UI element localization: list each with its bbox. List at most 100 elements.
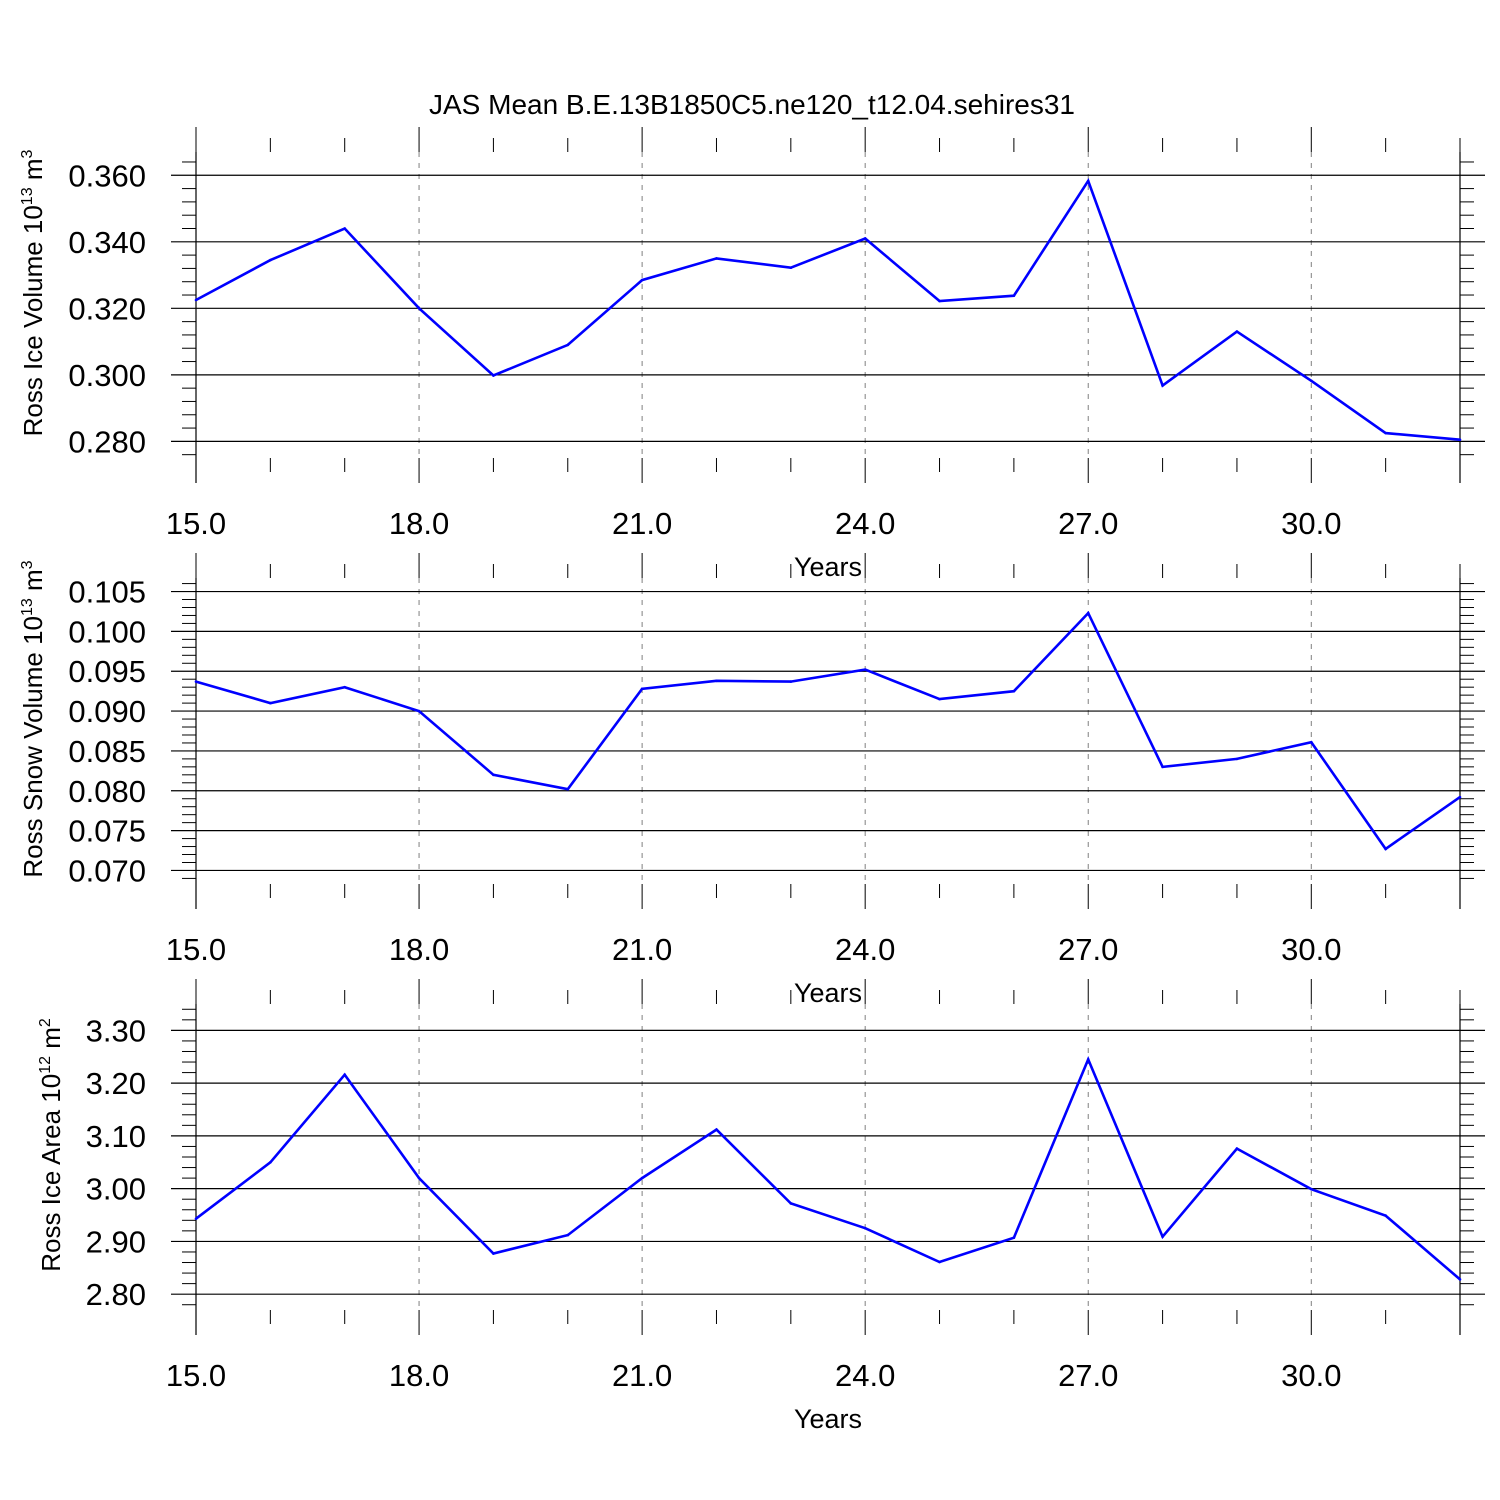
data-point — [343, 685, 347, 689]
data-point — [1012, 294, 1016, 297]
data-point — [194, 680, 198, 683]
data-point — [640, 687, 644, 691]
data-point — [938, 299, 941, 303]
panels: 0.280 0.300 0.320 0.340 0.360 15.0 18.0 21.0 24.… — [18, 127, 1485, 1434]
x-tick-label: 30.0 — [1281, 506, 1341, 541]
x-tick-label: 18.0 — [389, 506, 449, 541]
data-point — [417, 1176, 421, 1180]
x-tick-label: 27.0 — [1058, 1358, 1118, 1393]
data-point — [1309, 1187, 1313, 1191]
x-axis-label: Years — [794, 978, 862, 1008]
x-tick-label: 30.0 — [1281, 1358, 1341, 1393]
data-point — [194, 1217, 198, 1221]
y-axis-label: Ross Snow Volume 1013 m3 — [18, 560, 48, 877]
data-point — [938, 1260, 941, 1264]
x-tick-label: 27.0 — [1058, 932, 1118, 967]
data-point — [1161, 765, 1164, 769]
data-point — [1161, 1235, 1164, 1238]
data-point — [715, 679, 718, 683]
data-point — [863, 237, 867, 240]
y-tick-label: 0.070 — [68, 853, 146, 888]
data-point — [417, 709, 421, 713]
x-tick-label: 15.0 — [166, 506, 226, 541]
data-point — [789, 1202, 793, 1205]
data-point — [566, 787, 570, 791]
x-tick-label: 27.0 — [1058, 506, 1118, 541]
y-tick-label: 0.085 — [68, 734, 146, 769]
y-tick-label: 0.360 — [68, 158, 146, 193]
y-tick-label: 0.090 — [68, 694, 146, 729]
y-axis-label: Ross Ice Volume 1013 m3 — [18, 149, 48, 436]
data-point — [1235, 757, 1239, 761]
chart-panel-3: 2.80 2.90 3.00 3.10 3.20 3.30 15.0 18.0 21.0 24.0… — [36, 979, 1485, 1434]
data-point — [789, 680, 793, 683]
data-point — [1309, 740, 1313, 744]
x-tick-label: 21.0 — [612, 506, 672, 541]
data-point — [789, 266, 793, 270]
y-tick-label: 3.10 — [86, 1119, 146, 1154]
x-tick-label: 21.0 — [612, 932, 672, 967]
data-point — [1384, 431, 1387, 435]
data-point — [492, 773, 495, 777]
data-point — [1086, 611, 1090, 615]
chart-panel-2: 0.070 0.075 0.080 0.085 0.090 0.095 0.100 0.105… — [18, 553, 1485, 1008]
data-point — [269, 258, 272, 262]
y-tick-label: 0.105 — [68, 575, 146, 610]
y-tick-label: 0.075 — [68, 814, 146, 849]
y-axis-label: Ross Ice Area 1012 m2 — [36, 1018, 66, 1272]
x-tick-label: 18.0 — [389, 932, 449, 967]
data-point — [715, 257, 718, 260]
y-tick-label: 0.080 — [68, 774, 146, 809]
data-point — [269, 1160, 272, 1164]
data-point — [1086, 1058, 1090, 1061]
y-tick-label: 0.095 — [68, 654, 146, 689]
data-point — [343, 227, 347, 230]
y-tick-label: 3.00 — [86, 1172, 146, 1207]
x-tick-label: 24.0 — [835, 1358, 895, 1393]
data-point — [1458, 1278, 1462, 1281]
data-point — [269, 701, 272, 705]
x-tick-label: 15.0 — [166, 1358, 226, 1393]
series-line — [195, 177, 1461, 441]
x-tick-label: 15.0 — [166, 932, 226, 967]
data-point — [1458, 795, 1462, 799]
data-point — [640, 1176, 644, 1180]
data-point — [1235, 330, 1239, 333]
x-tick-label: 21.0 — [612, 1358, 672, 1393]
x-tick-label: 30.0 — [1281, 932, 1341, 967]
data-point — [1458, 438, 1462, 442]
y-tick-label: 3.20 — [86, 1066, 146, 1101]
data-point — [1086, 179, 1090, 183]
y-tick-label: 0.280 — [68, 424, 146, 459]
data-point — [1012, 1236, 1016, 1240]
data-point — [1384, 847, 1387, 851]
data-point — [863, 1226, 867, 1230]
y-tick-label: 3.30 — [86, 1013, 146, 1048]
data-point — [1309, 379, 1313, 383]
data-point — [640, 278, 644, 282]
series-line — [195, 610, 1461, 851]
data-point — [566, 343, 570, 347]
x-tick-label: 24.0 — [835, 506, 895, 541]
data-point — [343, 1073, 347, 1076]
x-axis-label: Years — [794, 1404, 862, 1434]
data-point — [566, 1233, 570, 1237]
data-point — [1161, 384, 1164, 387]
x-tick-label: 18.0 — [389, 1358, 449, 1393]
y-tick-label: 2.80 — [86, 1277, 146, 1312]
data-point — [1384, 1214, 1387, 1217]
data-point — [863, 668, 867, 671]
y-tick-label: 0.300 — [68, 358, 146, 393]
data-point — [938, 697, 941, 701]
data-point — [1235, 1147, 1239, 1150]
data-point — [492, 374, 495, 377]
data-point — [715, 1128, 718, 1131]
y-tick-label: 0.100 — [68, 614, 146, 649]
series-line — [195, 1056, 1461, 1281]
y-tick-label: 0.320 — [68, 291, 146, 326]
y-tick-label: 2.90 — [86, 1224, 146, 1259]
x-tick-label: 24.0 — [835, 932, 895, 967]
y-tick-label: 0.340 — [68, 225, 146, 260]
chart-panel-1: 0.280 0.300 0.320 0.340 0.360 15.0 18.0 21.0 24.… — [18, 127, 1485, 582]
